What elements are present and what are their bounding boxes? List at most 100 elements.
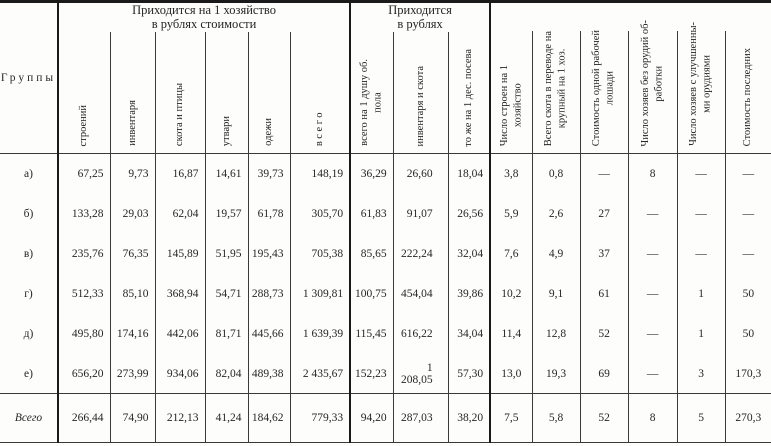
table-cell: 8 <box>627 393 678 444</box>
table-cell: 8 <box>627 153 678 194</box>
table-cell: 52 <box>579 313 629 354</box>
col-header-5: всего <box>289 31 352 155</box>
col-header-label: утвари <box>220 116 232 147</box>
table-cell: — <box>627 273 678 314</box>
table-cell: 489,38 <box>247 353 290 394</box>
table-cell: 91,07 <box>392 193 449 234</box>
table-cell: 7,5 <box>489 393 533 444</box>
col-header-label: Стоимость последних <box>742 47 754 147</box>
table-cell: 368,94 <box>154 273 205 314</box>
table-cell: 273,99 <box>109 353 155 394</box>
table-cell: 94,20 <box>349 393 394 444</box>
col-header-label: Всего скота в переводе на крупный на 1 х… <box>543 31 569 147</box>
col-header-label: всего <box>313 110 325 147</box>
table-cell: 148,19 <box>289 153 351 194</box>
table-cell: 5 <box>676 393 726 444</box>
table-cell: 14,61 <box>204 153 248 194</box>
table-cell: 656,20 <box>57 353 110 394</box>
table-cell: 10,2 <box>489 273 533 314</box>
col-header-10: Всего скота в переводе на крупный на 1 х… <box>532 0 581 155</box>
col-header-9: Число строен на 1 хозяйство <box>489 0 533 155</box>
group-header-per-rubles: Приходится в рублях <box>350 0 492 32</box>
col-header-label: Стоимость одной рабочей лошади <box>591 30 617 147</box>
rotated-header-row: строений инвентаря скота и птицы утвари одеж… <box>0 31 771 155</box>
col-header-3: утвари <box>204 31 248 155</box>
table-row: в) 235,76 76,35 145,89 51,95 195,43 705,38 85,6… <box>0 233 771 274</box>
col-header-7: инвентаря и скота <box>392 31 449 155</box>
table-cell: 616,22 <box>392 313 449 354</box>
table-cell: 67,25 <box>57 153 110 194</box>
table-cell: 41,24 <box>204 393 248 444</box>
table-row: е) 656,20 273,99 934,06 82,04 489,38 2 435,67 1… <box>0 353 771 394</box>
table-row: д) 495,80 174,16 442,06 81,71 445,66 1 639,39 1… <box>0 313 771 354</box>
table-cell: 5,9 <box>489 193 533 234</box>
table-cell: 0,8 <box>531 153 581 194</box>
table-header: Группы Приходится на 1 хозяйство в рубля… <box>0 0 771 155</box>
table-cell: 76,35 <box>109 233 155 274</box>
table-cell: 37 <box>579 233 629 274</box>
table-cell: 62,04 <box>154 193 205 234</box>
table-cell: — <box>627 193 678 234</box>
table-cell: 1 <box>676 313 726 354</box>
table-cell: 82,04 <box>204 353 248 394</box>
table-cell: 38,20 <box>447 393 491 444</box>
table-cell: 26,60 <box>392 153 449 194</box>
table-cell: — <box>627 313 678 354</box>
table-cell: 133,28 <box>57 193 110 234</box>
col-header-1: инвентаря <box>109 31 155 155</box>
table-cell: 2 435,67 <box>289 353 351 394</box>
table-cell: 512,33 <box>57 273 110 314</box>
table-cell: 288,73 <box>247 273 290 314</box>
table-cell: 1 208,05 <box>392 353 449 394</box>
table-cell: 934,06 <box>154 353 205 394</box>
table-cell: 12,8 <box>531 313 581 354</box>
group-header-per-household-value: Приходится на 1 хозяйство в рублях стоим… <box>58 0 352 32</box>
col-header-0: строений <box>58 31 110 155</box>
table-cell: 61 <box>579 273 629 314</box>
table-cell: 5,8 <box>531 393 581 444</box>
col-header-12: Число хозяев без орудий об- работки <box>628 0 678 155</box>
table-cell: 3 <box>676 353 726 394</box>
table-cell: 174,16 <box>109 313 155 354</box>
table-cell: 442,06 <box>154 313 205 354</box>
table-cell: 61,78 <box>247 193 290 234</box>
table-cell: 270,3 <box>724 393 771 444</box>
col-header-label: Число хозяев без орудий об- работки <box>639 19 665 147</box>
col-header-6: всего на 1 душу об. пола <box>349 31 394 155</box>
table-cell: 85,10 <box>109 273 155 314</box>
table-cell: 222,24 <box>392 233 449 274</box>
row-label-column-header: Группы <box>0 0 59 155</box>
table-cell: 16,87 <box>154 153 205 194</box>
table-cell: — <box>676 153 726 194</box>
table-row: б) 133,28 29,03 62,04 19,57 61,78 305,70 61,83 9… <box>0 193 771 234</box>
col-header-label: строений <box>78 104 90 147</box>
row-label: а) <box>0 153 59 194</box>
table-cell: — <box>579 153 629 194</box>
row-label: е) <box>0 353 59 394</box>
table-cell: 61,83 <box>349 193 394 234</box>
table-cell: 100,75 <box>349 273 394 314</box>
table-cell: 51,95 <box>204 233 248 274</box>
col-header-label: Число хозяев с улучшенны- ми орудиями <box>688 22 714 147</box>
table-cell: 50 <box>724 273 771 314</box>
col-header-13: Число хозяев с улучшенны- ми орудиями <box>677 0 726 155</box>
table-cell: 7,6 <box>489 233 533 274</box>
table-cell: 1 309,81 <box>289 273 351 314</box>
row-label: г) <box>0 273 59 314</box>
table-cell: — <box>724 153 771 194</box>
row-label: Всего <box>0 393 59 444</box>
table-cell: 152,23 <box>349 353 394 394</box>
table-cell: 1 639,39 <box>289 313 351 354</box>
table-cell: 195,43 <box>247 233 290 274</box>
table-cell: 235,76 <box>57 233 110 274</box>
table-cell: 57,30 <box>447 353 491 394</box>
table-cell: 32,04 <box>447 233 491 274</box>
table-cell: 705,38 <box>289 233 351 274</box>
table-cell: 2,6 <box>531 193 581 234</box>
table-cell: 81,71 <box>204 313 248 354</box>
table-cell: 4,9 <box>531 233 581 274</box>
table-cell: 212,13 <box>154 393 205 444</box>
col-header-label: всего на 1 душу об. пола <box>359 59 384 147</box>
